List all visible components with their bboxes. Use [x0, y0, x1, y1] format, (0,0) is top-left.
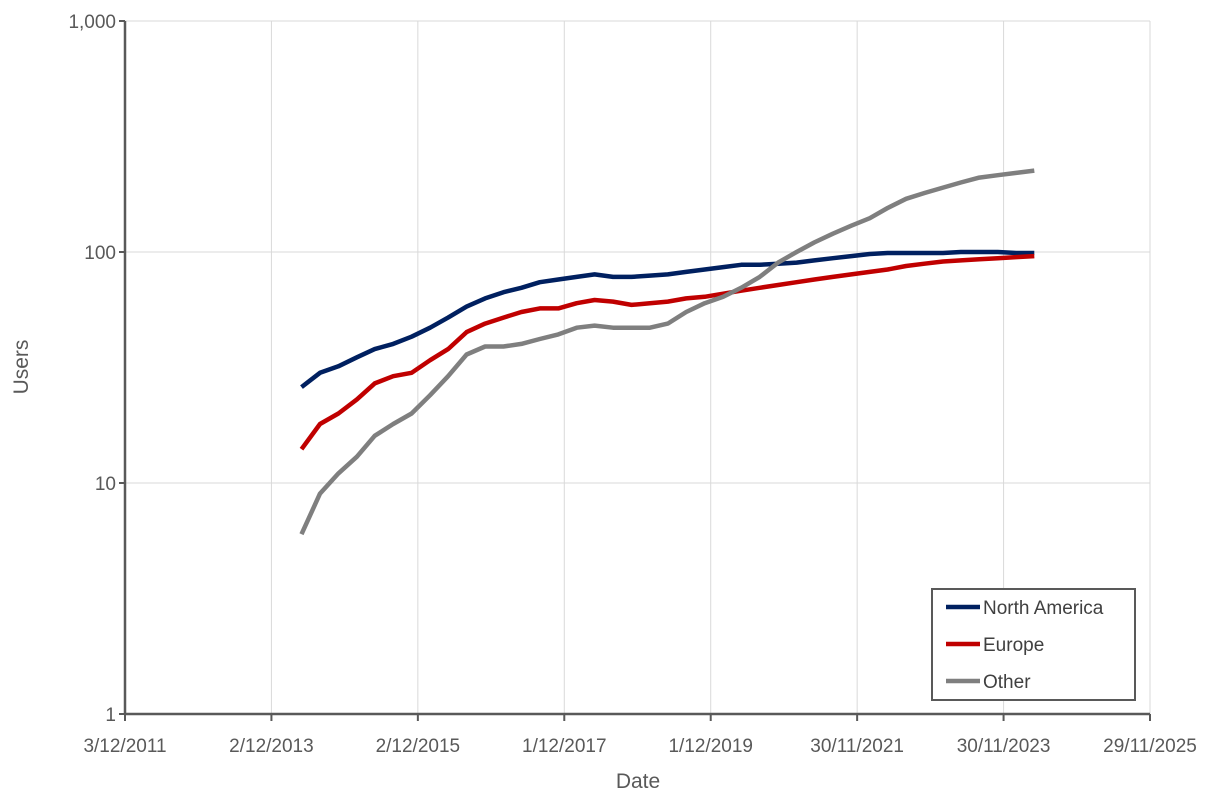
- series-layer: [299, 168, 1035, 536]
- x-tick-label: 30/11/2021: [810, 736, 904, 757]
- tick-labels: 1 10 100 1,000 3/12/2011 2/12/2013 2/12/2015 1/…: [68, 12, 1196, 757]
- axes: [119, 20, 1151, 721]
- legend: North America Europe Other: [931, 588, 1136, 701]
- legend-label-europe: Europe: [983, 635, 1044, 656]
- x-tick-label: 1/12/2019: [668, 736, 753, 757]
- legend-label-north-america: North America: [983, 598, 1104, 619]
- y-axis-title: Users: [10, 340, 33, 395]
- y-tick-label: 1,000: [68, 12, 116, 33]
- y-tick-label: 1: [105, 705, 116, 726]
- legend-label-other: Other: [983, 672, 1031, 693]
- y-tick-label: 10: [95, 474, 116, 495]
- y-tick-label: 100: [84, 243, 116, 264]
- x-tick-label: 2/12/2015: [376, 736, 461, 757]
- series-line-europe: [299, 253, 1035, 451]
- series-line-other: [299, 168, 1035, 536]
- x-tick-label: 29/11/2025: [1103, 736, 1197, 757]
- series-line-north-america: [300, 249, 1035, 389]
- x-tick-label: 1/12/2017: [522, 736, 607, 757]
- x-axis-title: Date: [616, 770, 660, 793]
- x-tick-label: 2/12/2013: [229, 736, 314, 757]
- x-tick-label: 3/12/2011: [83, 736, 166, 757]
- x-tick-label: 30/11/2023: [957, 736, 1051, 757]
